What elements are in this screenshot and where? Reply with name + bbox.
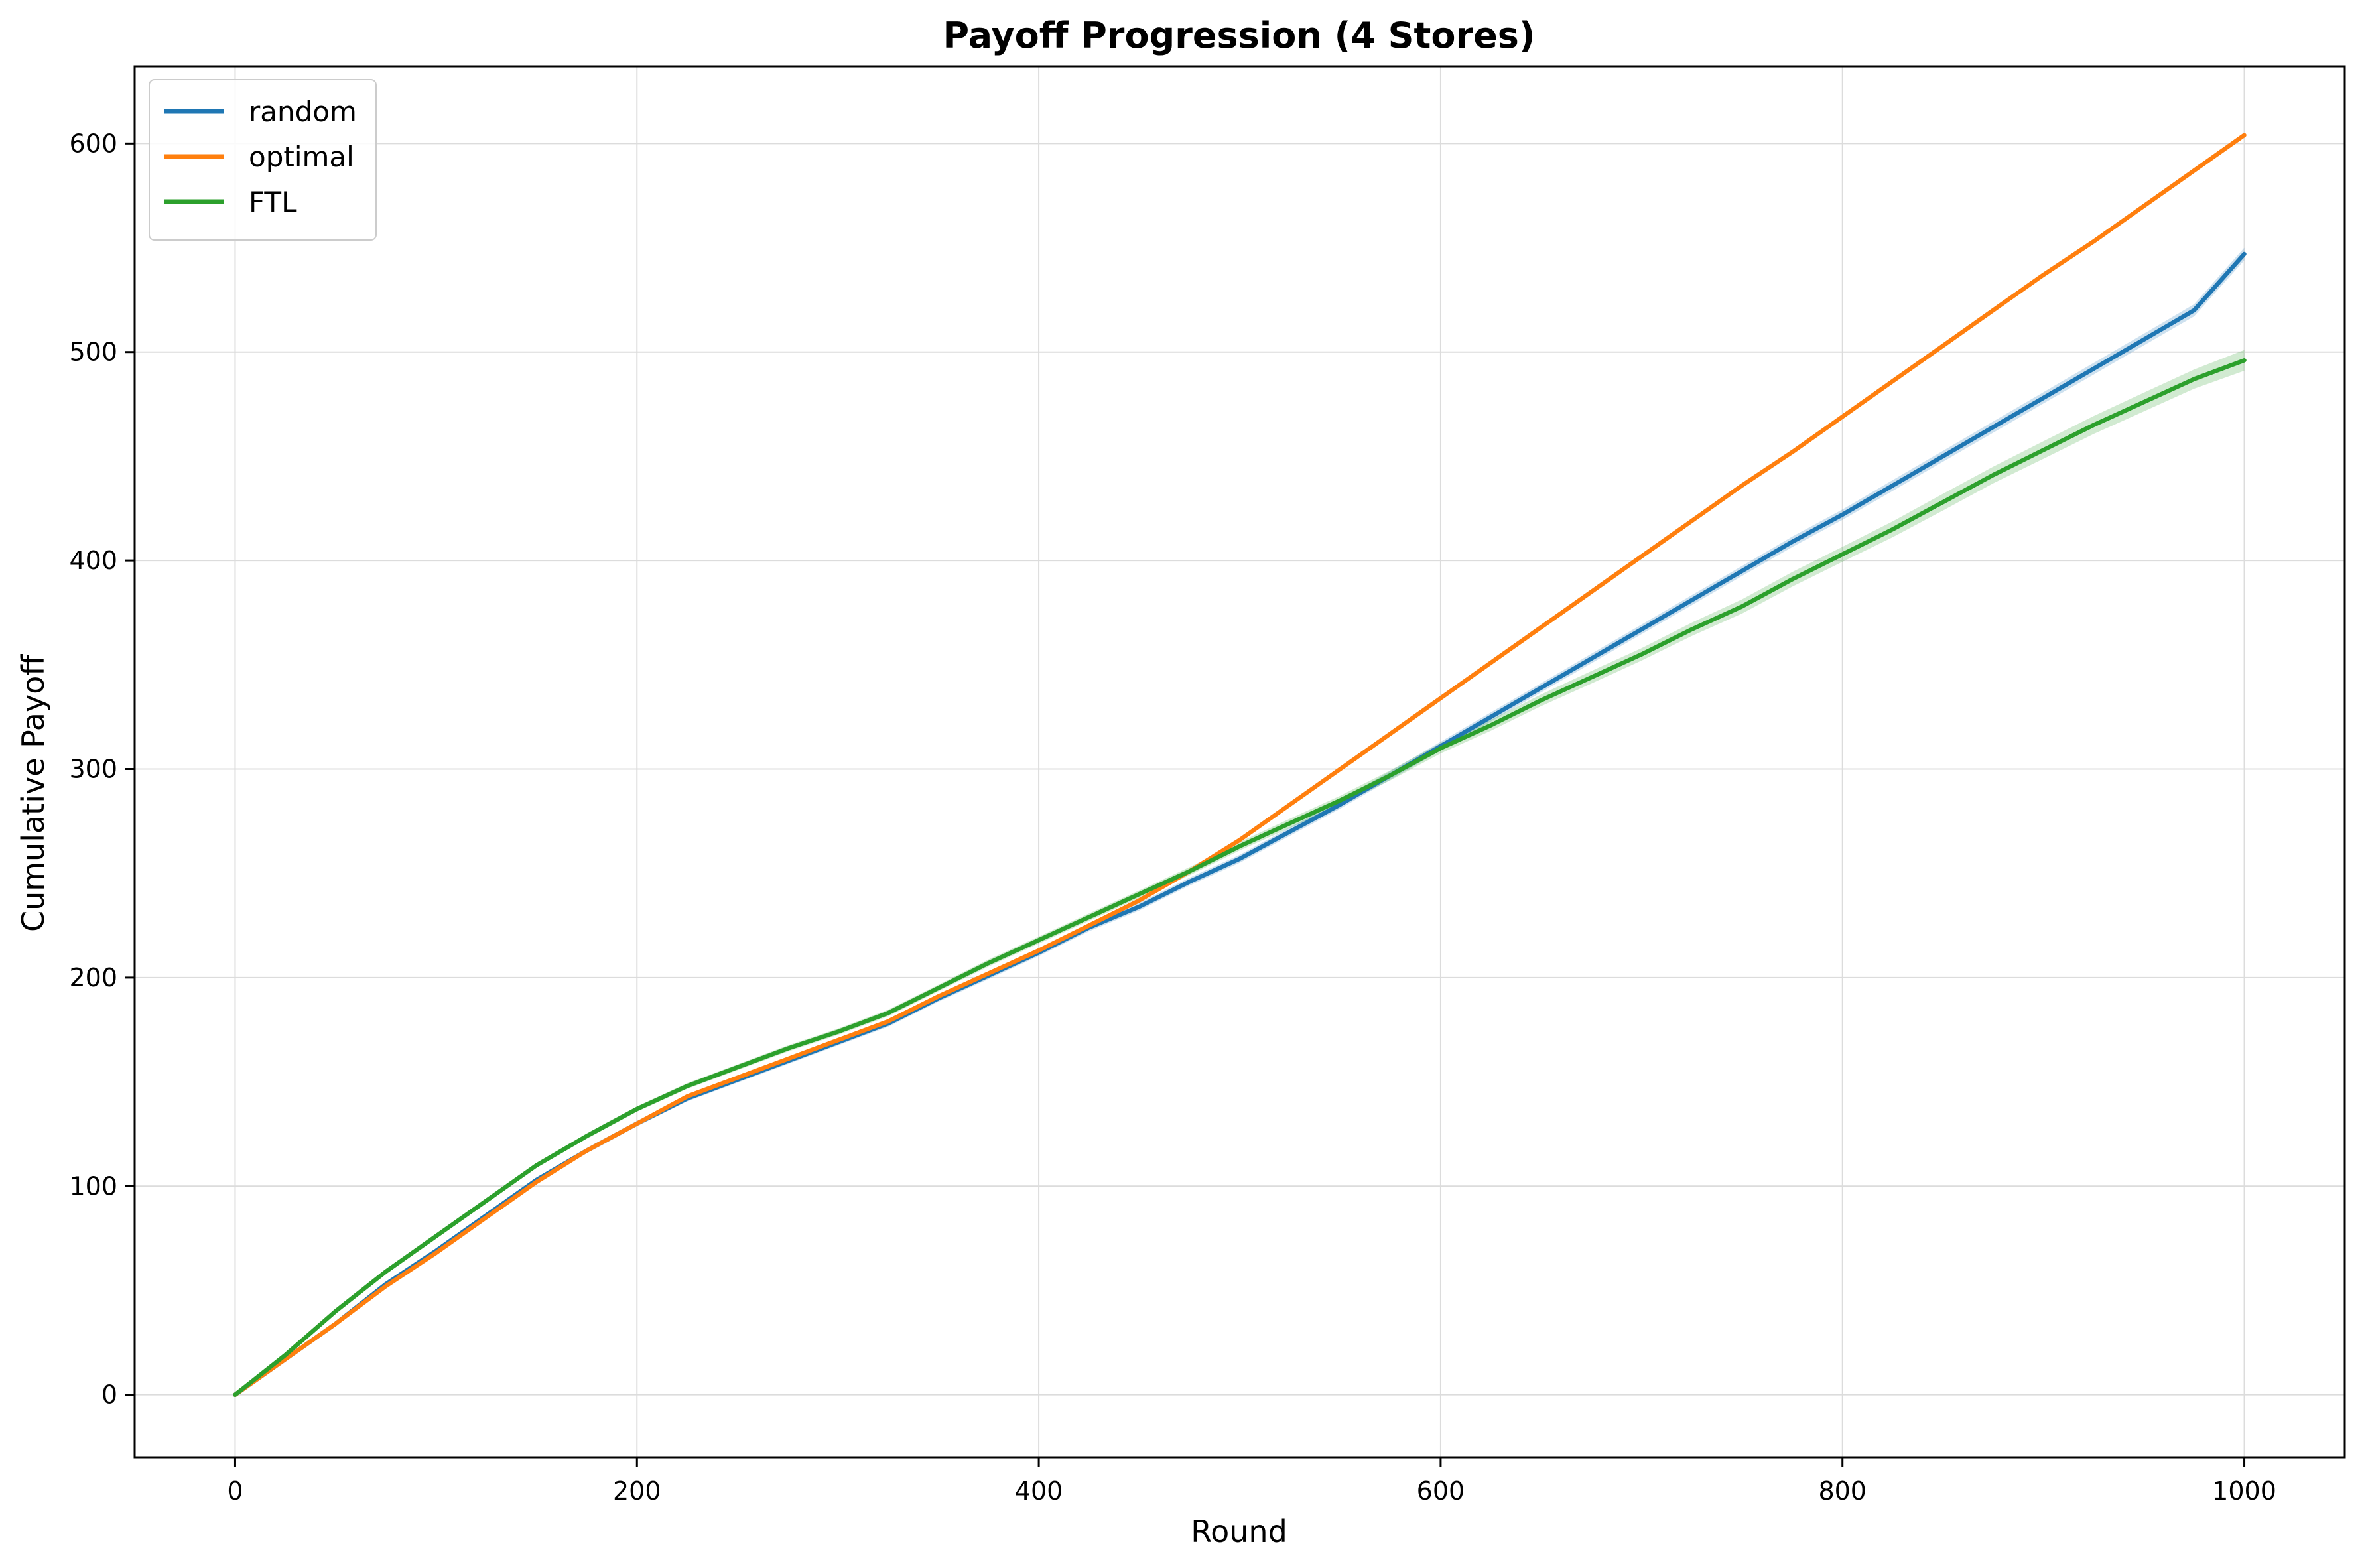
line-layer — [233, 133, 2247, 1397]
band-layer — [235, 247, 2245, 1395]
legend-label-optimal: optimal — [249, 141, 354, 173]
x-tick-label: 200 — [613, 1476, 661, 1506]
x-axis-ticks: 0 200 400 600 800 1000 — [227, 1457, 2276, 1506]
series-line-optimal — [233, 133, 2247, 1397]
plot-frame — [133, 65, 2346, 1459]
y-tick-label: 500 — [69, 338, 117, 367]
y-tick-label: 400 — [69, 546, 117, 575]
y-tick-label: 200 — [69, 963, 117, 992]
x-tick-label: 800 — [1818, 1476, 1867, 1506]
y-axis-label: Cumulative Payoff — [15, 654, 51, 932]
series-line-ftl — [233, 358, 2247, 1397]
chart-title: Payoff Progression (4 Stores) — [943, 15, 1535, 56]
x-axis-label: Round — [1191, 1514, 1287, 1549]
legend-label-ftl: FTL — [249, 186, 297, 218]
x-tick-label: 1000 — [2212, 1476, 2276, 1506]
x-tick-label: 0 — [227, 1476, 243, 1506]
y-axis-ticks: 0 100 200 300 400 500 600 — [69, 129, 135, 1409]
y-tick-label: 600 — [69, 129, 117, 158]
legend-label-random: random — [249, 96, 357, 128]
y-tick-label: 100 — [69, 1171, 117, 1201]
x-tick-label: 600 — [1417, 1476, 1465, 1506]
legend: random optimal FTL — [149, 79, 377, 241]
grid-layer — [135, 66, 2345, 1457]
band-ftl — [235, 350, 2245, 1395]
y-tick-label: 300 — [69, 755, 117, 784]
x-tick-label: 400 — [1015, 1476, 1063, 1506]
y-tick-label: 0 — [101, 1380, 117, 1409]
